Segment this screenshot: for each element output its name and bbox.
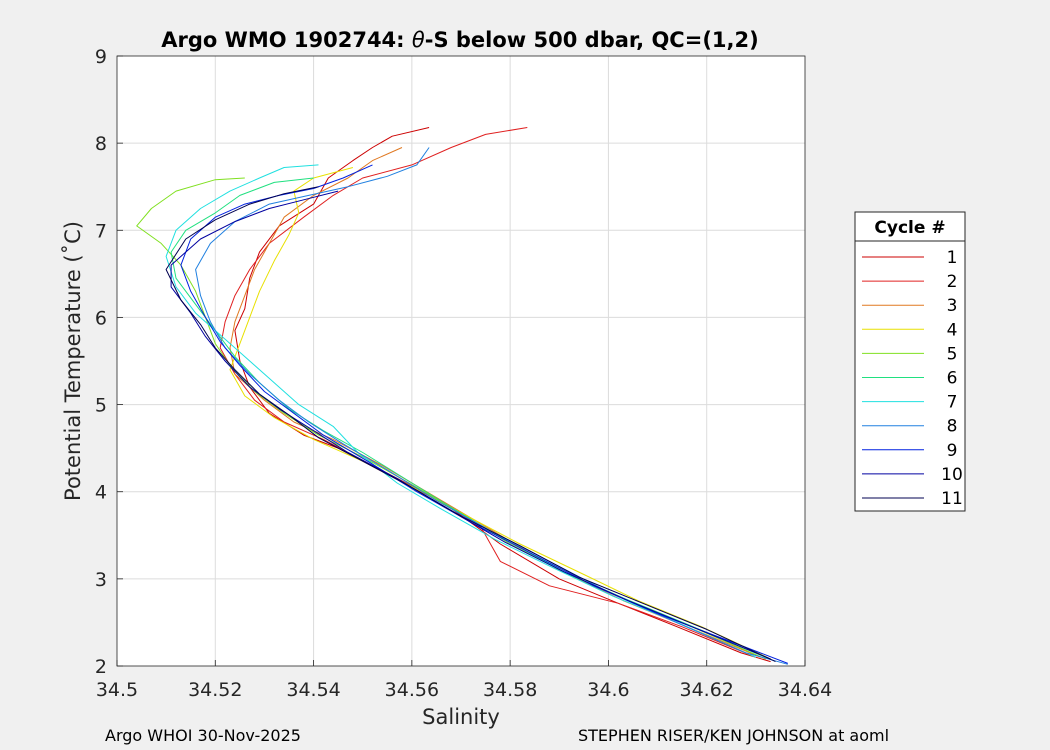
- legend-label-cycle-4: 4: [947, 320, 958, 340]
- x-tick-labels: 34.5 34.52 34.54 34.56 34.58 34.6 34.62 34.64: [96, 679, 832, 701]
- legend-label-cycle-1: 1: [947, 248, 958, 268]
- series-layer: [136, 127, 788, 665]
- x-tick-label: 34.54: [286, 679, 340, 701]
- x-tick-label: 34.52: [188, 679, 242, 701]
- y-tick-labels: 2 3 4 5 6 7 8 9: [95, 46, 107, 678]
- x-tick-label: 34.56: [385, 679, 439, 701]
- legend-label-cycle-11: 11: [941, 489, 963, 509]
- legend-label-cycle-3: 3: [947, 296, 958, 316]
- legend-box: [854, 211, 966, 512]
- series-line-cycle-4: [229, 167, 771, 660]
- chart-title-theta: θ: [412, 28, 425, 52]
- legend-label-cycle-2: 2: [947, 272, 958, 292]
- x-axis-label: Salinity: [422, 705, 500, 729]
- chart-title: Argo WMO 1902744: θ-S below 500 dbar, QC…: [161, 28, 758, 52]
- plot-frame: [116, 55, 806, 667]
- legend-label-cycle-5: 5: [947, 344, 958, 364]
- x-tick-label: 34.5: [96, 679, 138, 701]
- chart-title-prefix: Argo WMO 1902744:: [161, 28, 412, 52]
- x-tick-label: 34.62: [680, 679, 734, 701]
- series-line-cycle-7: [165, 164, 757, 658]
- x-tick-label: 34.6: [587, 679, 629, 701]
- y-tick-label: 3: [95, 569, 107, 591]
- legend-title: Cycle #: [874, 218, 945, 238]
- legend-label-cycle-10: 10: [941, 465, 963, 485]
- x-tick-label: 34.64: [778, 679, 832, 701]
- footer-right: STEPHEN RISER/KEN JOHNSON at aoml: [578, 726, 889, 745]
- grid-lines: [116, 55, 806, 667]
- y-tick-label: 2: [95, 656, 107, 678]
- legend-label-cycle-9: 9: [947, 441, 958, 461]
- footer-left: Argo WHOI 30-Nov-2025: [105, 726, 301, 745]
- y-tick-label: 8: [95, 133, 107, 155]
- series-line-cycle-11: [165, 186, 776, 663]
- plot-area: [117, 56, 805, 666]
- y-tick-label: 7: [95, 220, 107, 242]
- y-tick-label: 4: [95, 482, 107, 504]
- y-tick-label: 5: [95, 395, 107, 417]
- legend-label-cycle-8: 8: [947, 417, 958, 437]
- legend-items: 1 2 3 4 5 6 7 8 9 10 11: [862, 248, 963, 509]
- y-tick-label: 9: [95, 46, 107, 68]
- x-tick-label: 34.58: [483, 679, 537, 701]
- series-line-cycle-10: [170, 190, 771, 660]
- y-axis-label: Potential Temperature (˚C): [61, 221, 85, 501]
- y-tick-label: 6: [95, 307, 107, 329]
- legend-label-cycle-7: 7: [947, 393, 958, 413]
- series-line-cycle-1: [234, 127, 771, 663]
- series-line-cycle-9: [180, 164, 788, 664]
- legend-label-cycle-6: 6: [947, 369, 958, 389]
- legend: Cycle # 1 2 3 4 5 6 7 8 9 10 11: [854, 211, 966, 512]
- chart-title-suffix: -S below 500 dbar, QC=(1,2): [425, 28, 759, 52]
